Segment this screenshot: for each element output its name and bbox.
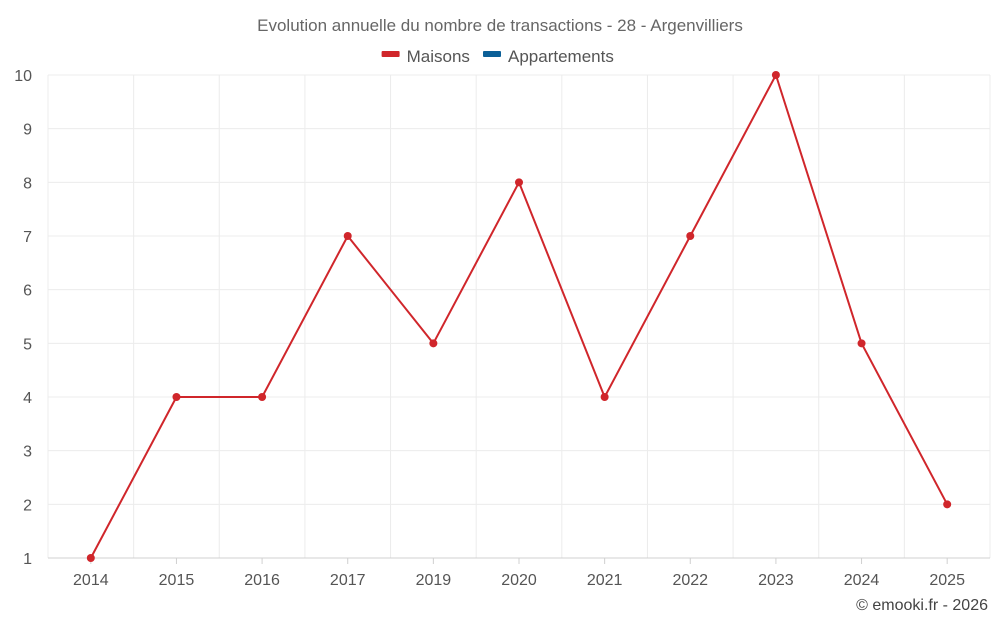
x-tick-label: 2015 (159, 572, 195, 589)
y-tick-label: 9 (23, 122, 32, 139)
series-layer (86, 71, 952, 562)
x-tick-label: 2019 (416, 572, 452, 589)
x-tick-label: 2016 (244, 572, 280, 589)
x-tick-label: 2021 (587, 572, 623, 589)
x-tick-label: 2024 (844, 572, 880, 589)
legend-swatch (483, 51, 501, 57)
y-tick-label: 3 (23, 444, 32, 461)
chart-title: Evolution annuelle du nombre de transact… (257, 16, 743, 35)
x-tick-label: 2020 (501, 572, 537, 589)
legend-label: Maisons (407, 47, 470, 66)
legend-item-maisons[interactable]: Maisons (381, 47, 470, 66)
y-tick-label: 10 (14, 68, 32, 85)
data-point[interactable] (857, 339, 866, 348)
credit-text: © emooki.fr - 2026 (856, 597, 988, 614)
y-tick-label: 5 (23, 336, 32, 353)
x-tick-label: 2022 (672, 572, 708, 589)
grid (47, 74, 991, 559)
legend-swatch (381, 51, 400, 57)
y-tick-label: 1 (23, 551, 32, 568)
legend-item-appartements[interactable]: Appartements (483, 47, 614, 66)
data-point[interactable] (258, 393, 267, 401)
data-point[interactable] (343, 232, 352, 240)
data-point[interactable] (686, 232, 695, 240)
x-tick-label: 2017 (330, 572, 366, 589)
data-point[interactable] (172, 393, 181, 401)
axes: 1 2 3 4 5 6 7 8 9 10 2014 2015 2016 2017 2019 2020 2021 2… (14, 68, 990, 589)
data-point[interactable] (771, 71, 780, 79)
y-tick-label: 4 (23, 390, 32, 407)
x-tick-label: 2023 (758, 572, 794, 589)
x-tick-label: 2025 (929, 572, 965, 589)
x-tick-label: 2014 (73, 572, 109, 589)
legend: Maisons Appartements (381, 47, 614, 66)
data-point[interactable] (86, 554, 95, 562)
data-point[interactable] (600, 393, 609, 401)
legend-label: Appartements (508, 47, 614, 66)
data-point[interactable] (943, 500, 952, 509)
data-point[interactable] (429, 339, 438, 348)
y-tick-label: 8 (23, 175, 32, 192)
y-tick-label: 2 (23, 497, 32, 514)
data-point[interactable] (515, 178, 523, 187)
y-tick-label: 6 (23, 283, 32, 300)
y-tick-label: 7 (23, 229, 32, 246)
